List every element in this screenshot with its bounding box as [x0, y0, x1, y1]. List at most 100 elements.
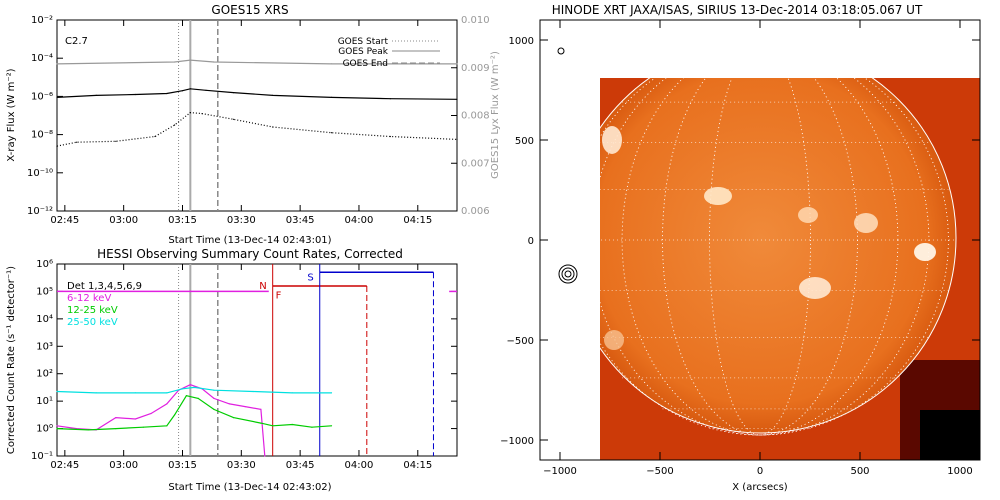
y-tick-label: 10⁵	[36, 286, 53, 297]
data-point	[213, 389, 215, 391]
y2-tick-label: 0.007	[461, 158, 490, 169]
solar-limb	[600, 78, 957, 434]
data-point	[232, 417, 235, 419]
y2-tick-label: 0.006	[461, 206, 490, 217]
hessi-legend-high: 25-50 keV	[67, 317, 118, 328]
goes-ylabel: X-ray Flux (W m⁻²)	[6, 68, 17, 161]
data-point	[260, 408, 262, 410]
data-point	[181, 388, 184, 390]
data-point	[166, 425, 168, 427]
longitude-line	[621, 78, 899, 436]
x-tick-label: 03:15	[168, 215, 197, 226]
data-point	[311, 426, 313, 428]
data-point	[260, 422, 262, 424]
active-region	[602, 126, 622, 154]
longitude-line	[600, 78, 930, 436]
data-point	[56, 145, 58, 147]
data-point	[95, 94, 97, 96]
night-flag-label: N	[259, 281, 266, 292]
y-tick-label: 10²	[36, 369, 53, 380]
data-point	[115, 428, 117, 430]
data-point	[115, 417, 117, 419]
goes-x-ticks: 02:45 03:00 03:15 03:30 03:45 04:00 04:15	[50, 20, 432, 226]
data-series-line	[56, 386, 332, 394]
data-point	[134, 392, 136, 394]
y2-tick-label: 0.010	[461, 15, 490, 26]
x-tick-label: 03:30	[227, 460, 256, 471]
data-point	[330, 96, 333, 98]
data-point	[56, 428, 58, 430]
data-series-line	[56, 384, 266, 457]
data-point	[264, 455, 266, 457]
data-point	[174, 124, 176, 126]
data-series-line	[56, 395, 332, 431]
hessi-title: HESSI Observing Summary Count Rates, Cor…	[97, 247, 403, 261]
data-point	[189, 384, 191, 386]
hessi-contours	[557, 47, 578, 284]
active-region	[799, 277, 831, 299]
data-point	[272, 94, 274, 96]
x-tick-label: 04:15	[403, 460, 432, 471]
x-tick-label: 04:15	[403, 215, 432, 226]
x-tick-label: 03:30	[227, 215, 256, 226]
goes-legend-end: GOES End	[343, 59, 388, 69]
data-point	[142, 426, 144, 428]
goes-y-ticks: 10⁻¹² 10⁻¹⁰ 10⁻⁸ 10⁻⁶ 10⁻⁴ 10⁻²	[27, 15, 63, 217]
goes-xlabel: Start Time (13-Dec-14 02:43:01)	[168, 235, 331, 246]
xrt-title: HINODE XRT JAXA/ISAS, SIRIUS 13-Dec-2014…	[552, 3, 923, 17]
data-point	[181, 90, 184, 92]
x-tick-label: 03:45	[286, 215, 315, 226]
data-series-line	[56, 59, 457, 65]
data-point	[213, 61, 215, 63]
goes-panel: GOES15 XRS 02:45 03:00 03:15 03:30 03:45 04:0…	[6, 3, 501, 246]
data-point	[189, 59, 191, 61]
xrt-black-corner	[920, 410, 980, 460]
data-point	[174, 414, 176, 416]
data-point	[174, 61, 176, 63]
goes-title: GOES15 XRS	[211, 3, 288, 17]
goes-flare-class: C2.7	[65, 36, 88, 47]
y-tick-label: 10⁻¹²	[27, 206, 53, 217]
goes-plot-frame	[56, 19, 458, 212]
xrt-y-ticks: −1000 −500 0 500 1000	[500, 36, 980, 447]
goes-legend: GOES Start GOES Peak GOES End	[338, 37, 440, 69]
data-point	[330, 425, 333, 427]
x-tick-label: −500	[646, 466, 673, 477]
data-point	[330, 63, 333, 65]
data-point	[330, 132, 333, 134]
goes-ylabel-right: GOES15 Lyx Flux (W m⁻²)	[490, 51, 501, 179]
hessi-panel: HESSI Observing Summary Count Rates, Cor…	[6, 247, 458, 493]
data-point	[244, 406, 246, 408]
data-point	[56, 390, 58, 393]
data-point	[201, 113, 203, 115]
data-point	[134, 93, 136, 96]
x-tick-label: −1000	[543, 466, 577, 477]
y-tick-label: 10⁻⁸	[31, 130, 53, 141]
data-point	[166, 403, 168, 405]
data-point	[134, 418, 136, 420]
xrt-image	[600, 78, 980, 460]
hessi-x-ticks: 02:45 03:00 03:15 03:30 03:45 04:00 04:15	[50, 264, 432, 471]
longitude-line	[709, 78, 811, 436]
data-point	[213, 397, 215, 399]
y-tick-label: −1000	[500, 436, 534, 447]
active-region	[854, 213, 878, 233]
data-series-line	[56, 88, 458, 100]
data-point	[166, 92, 168, 95]
y-tick-label: 500	[515, 136, 534, 147]
y-tick-label: 0	[528, 236, 534, 247]
data-point	[456, 63, 458, 65]
data-point	[115, 140, 117, 142]
data-point	[56, 63, 58, 65]
xrt-xlabel: X (arcsecs)	[732, 482, 788, 493]
data-point	[291, 423, 293, 426]
data-point	[291, 392, 293, 394]
x-tick-label: 03:45	[286, 460, 315, 471]
x-tick-label: 03:00	[109, 460, 138, 471]
data-point	[56, 96, 58, 98]
x-tick-label: 02:45	[50, 460, 79, 471]
x-tick-label: 500	[850, 466, 869, 477]
x-tick-label: 02:45	[50, 215, 79, 226]
y2-tick-label: 0.008	[461, 111, 490, 122]
